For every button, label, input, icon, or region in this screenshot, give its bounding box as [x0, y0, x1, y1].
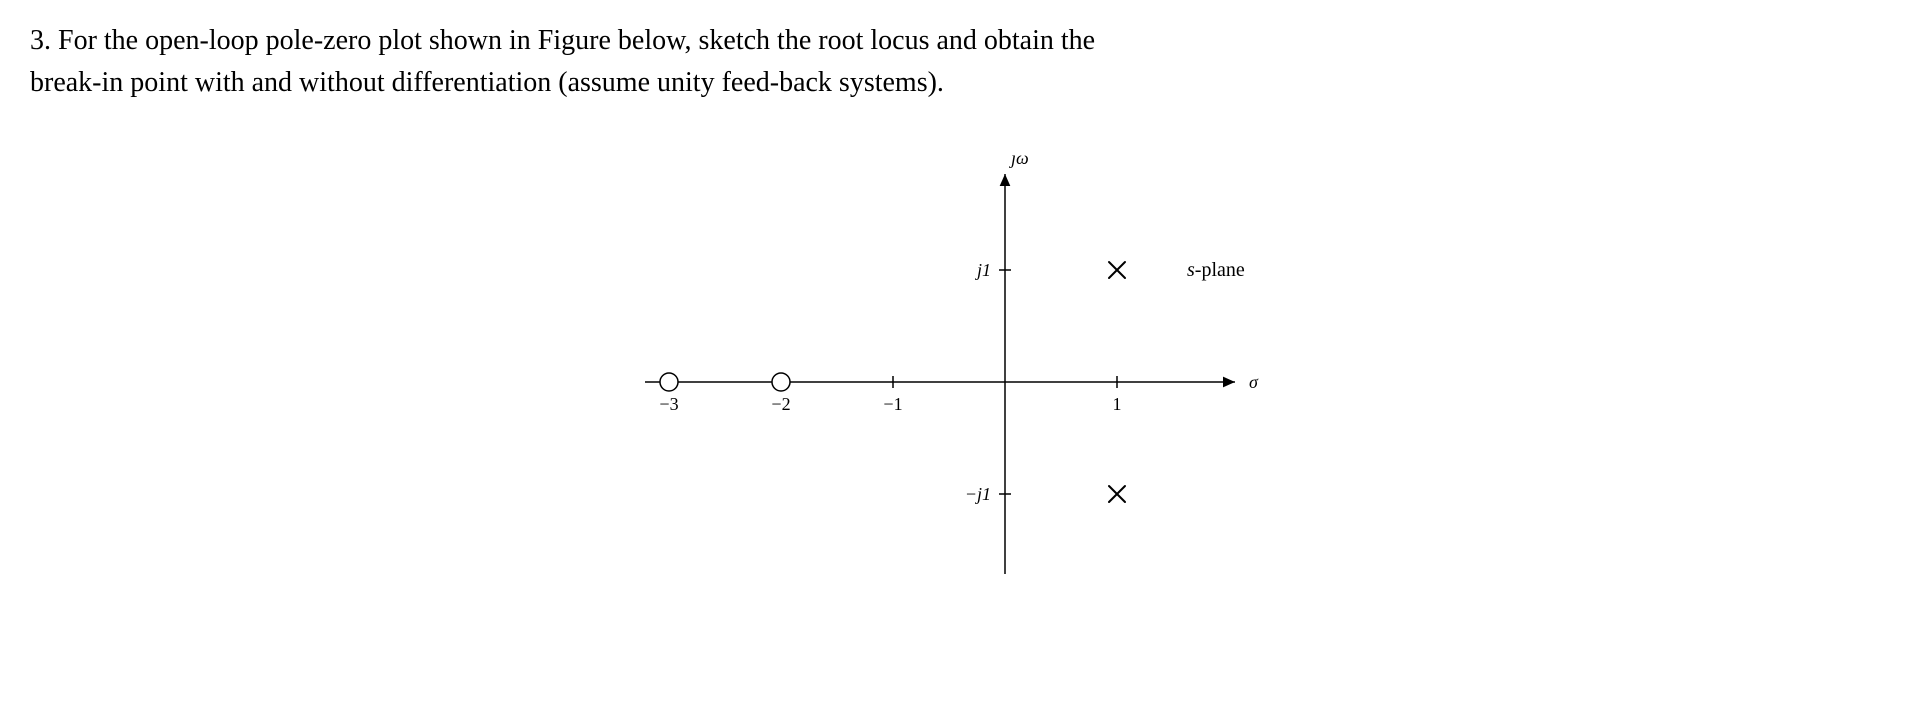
- figure-container: σ jω s-plane −3 −2 −1 1 j1 −j1: [30, 154, 1880, 594]
- zero-marker: [772, 373, 790, 391]
- x-tick-label: 1: [1113, 394, 1122, 414]
- problem-line2: break-in point with and without differen…: [30, 67, 944, 98]
- y-tick-label: j1: [975, 260, 991, 280]
- problem-line1: For the open-loop pole-zero plot shown i…: [58, 25, 1095, 56]
- s-plane-label: s-plane: [1187, 259, 1245, 281]
- jomega-label: jω: [1009, 154, 1029, 168]
- problem-number: 3.: [30, 25, 51, 56]
- y-tick-label: −j1: [965, 484, 991, 504]
- x-axis-arrow: [1223, 377, 1235, 388]
- s-plane-diagram: σ jω s-plane −3 −2 −1 1 j1 −j1: [645, 154, 1265, 594]
- x-tick-label: −2: [771, 394, 790, 414]
- sigma-label: σ: [1249, 372, 1259, 392]
- x-tick-label: −1: [883, 394, 902, 414]
- x-tick-label: −3: [659, 394, 678, 414]
- zero-marker: [660, 373, 678, 391]
- y-axis-arrow: [1000, 174, 1011, 186]
- problem-text: 3. For the open-loop pole-zero plot show…: [30, 20, 1880, 104]
